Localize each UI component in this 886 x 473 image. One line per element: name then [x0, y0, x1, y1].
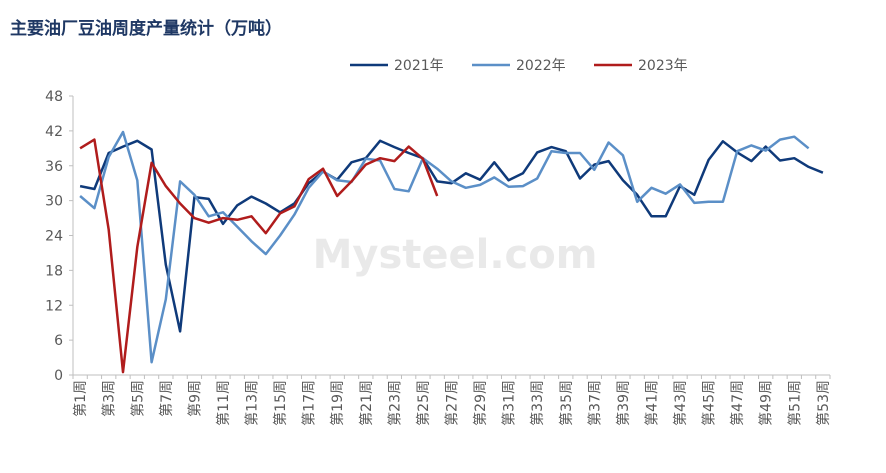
x-tick-label: 第9周 — [186, 380, 203, 417]
legend-label: 2023年 — [638, 58, 688, 74]
x-tick-label: 第25周 — [415, 380, 432, 426]
series-line — [79, 138, 439, 374]
x-tick-label: 第23周 — [386, 380, 403, 426]
x-tick-label: 第37周 — [586, 380, 603, 426]
x-tick-label: 第19周 — [329, 380, 346, 426]
x-tick-label: 第7周 — [158, 380, 175, 417]
chart-title: 主要油厂豆油周度产量统计（万吨） — [10, 18, 282, 39]
y-tick-label: 30 — [45, 194, 63, 210]
x-tick-label: 第49周 — [758, 380, 775, 426]
x-tick-label: 第39周 — [615, 380, 632, 426]
x-tick-label: 第53周 — [815, 380, 832, 426]
x-tick-label: 第31周 — [501, 380, 518, 426]
x-tick-label: 第43周 — [672, 380, 689, 426]
x-tick-label: 第47周 — [729, 380, 746, 426]
x-tick-label: 第29周 — [472, 380, 489, 426]
y-tick-label: 12 — [45, 298, 63, 314]
x-tick-label: 第5周 — [129, 380, 146, 417]
series-line — [79, 130, 810, 364]
x-tick-label: 第11周 — [215, 380, 232, 426]
x-tick-label: 第3周 — [101, 380, 118, 417]
x-tick-label: 第15周 — [272, 380, 289, 426]
x-tick-label: 第21周 — [358, 380, 375, 426]
x-tick-label: 第1周 — [72, 380, 89, 417]
legend-label: 2021年 — [394, 58, 444, 74]
y-tick-label: 6 — [54, 333, 63, 349]
x-tick-label: 第35周 — [558, 380, 575, 426]
x-tick-label: 第17周 — [301, 380, 318, 426]
x-tick-label: 第45周 — [701, 380, 718, 426]
y-tick-label: 36 — [45, 159, 63, 175]
y-tick-label: 18 — [45, 263, 63, 279]
x-tick-label: 第51周 — [786, 380, 803, 426]
y-tick-label: 42 — [45, 124, 63, 140]
x-tick-label: 第33周 — [529, 380, 546, 426]
series-line — [79, 139, 824, 333]
x-tick-label: 第41周 — [643, 380, 660, 426]
y-tick-label: 48 — [45, 89, 63, 105]
y-tick-label: 24 — [45, 229, 63, 245]
x-tick-label: 第27周 — [444, 380, 461, 426]
watermark: Mysteel.com — [313, 232, 598, 278]
y-tick-label: 0 — [54, 368, 63, 384]
legend-label: 2022年 — [516, 58, 566, 74]
x-tick-label: 第13周 — [244, 380, 261, 426]
